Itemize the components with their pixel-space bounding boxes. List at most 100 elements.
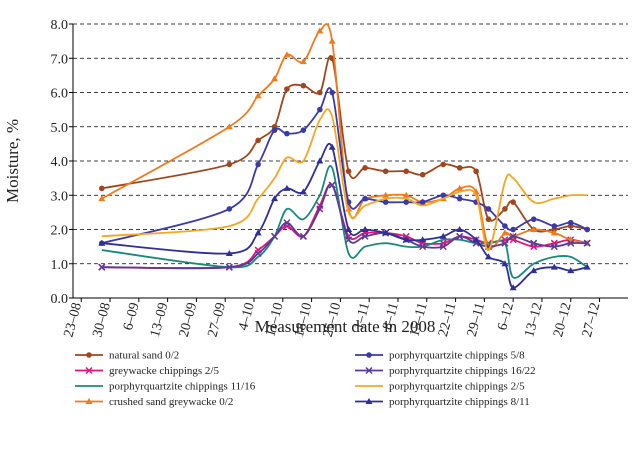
marker — [225, 249, 233, 256]
x-tick-label: 27–09 — [206, 301, 230, 339]
marker — [98, 185, 105, 192]
marker — [254, 229, 262, 236]
marker — [456, 195, 463, 202]
x-tick-label: 6–09 — [121, 301, 143, 332]
legend-label: porphyrquartzite chippings 11/16 — [109, 381, 256, 393]
marker — [403, 199, 410, 205]
marker — [456, 165, 463, 171]
marker — [550, 229, 558, 236]
marker — [328, 37, 336, 44]
y-tick-label: 5.0 — [51, 121, 69, 136]
marker — [567, 267, 575, 274]
marker — [403, 168, 410, 175]
y-tick-label: 7.0 — [51, 52, 69, 67]
marker — [382, 168, 389, 175]
marker — [501, 239, 509, 247]
marker — [226, 206, 233, 212]
marker — [584, 226, 591, 233]
marker — [226, 161, 233, 168]
legend-item: natural sand 0/2 — [75, 350, 179, 362]
marker — [271, 75, 279, 82]
marker — [361, 226, 369, 232]
legend-marker — [365, 398, 373, 404]
series-line — [101, 142, 588, 289]
marker — [419, 236, 427, 243]
legend-label: crushed sand greywacke 0/2 — [109, 396, 233, 408]
marker — [440, 161, 447, 168]
marker — [485, 216, 492, 223]
marker — [510, 199, 516, 205]
marker — [316, 157, 324, 164]
x-tick-label: 1–11 — [351, 301, 373, 331]
marker — [300, 127, 307, 133]
legend-marker — [85, 366, 93, 375]
marker — [283, 184, 291, 191]
marker — [317, 106, 323, 113]
marker — [439, 232, 447, 239]
marker — [502, 206, 508, 212]
marker — [402, 236, 410, 243]
legend-marker — [85, 398, 93, 404]
x-tick-label: 20–12 — [551, 301, 575, 339]
marker — [501, 229, 509, 236]
x-tick-label: 13–09 — [148, 301, 172, 339]
marker — [254, 92, 262, 99]
marker — [345, 168, 352, 175]
marker — [439, 243, 447, 251]
marker — [271, 195, 279, 202]
marker — [419, 199, 426, 205]
marker — [361, 232, 369, 240]
marker — [362, 195, 368, 202]
x-tick-label: 13–12 — [522, 301, 546, 339]
series — [101, 165, 588, 279]
x-tick-label: 30–08 — [90, 301, 114, 339]
legend-item: crushed sand greywacke 0/2 — [75, 396, 233, 408]
marker — [530, 239, 538, 247]
legend-marker — [86, 352, 92, 358]
marker — [456, 226, 464, 232]
marker — [271, 232, 279, 240]
marker — [283, 219, 291, 227]
marker — [254, 249, 262, 258]
marker — [567, 219, 574, 226]
marker — [98, 239, 106, 246]
marker — [98, 263, 106, 271]
legend-label: natural sand 0/2 — [109, 350, 179, 362]
marker — [345, 205, 353, 212]
y-tick-label: 3.0 — [51, 189, 69, 204]
legend-item: porphyrquartzite chippings 11/16 — [75, 381, 256, 393]
x-tick-label: 20–09 — [177, 301, 201, 339]
marker — [299, 188, 307, 195]
marker — [509, 232, 517, 240]
y-tick-label: 8.0 — [51, 18, 69, 33]
marker — [502, 223, 508, 229]
x-tick-label: 8–11 — [380, 301, 402, 331]
y-tick-label: 4.0 — [51, 155, 69, 170]
legend-item: porphyrquartzite chippings 16/22 — [355, 365, 536, 377]
marker — [583, 239, 591, 247]
marker — [225, 263, 233, 271]
y-tick-label: 6.0 — [51, 87, 69, 102]
marker — [316, 27, 324, 34]
marker — [530, 267, 538, 274]
y-tick-label: 2.0 — [51, 224, 69, 239]
series-line — [101, 108, 588, 251]
y-axis-label: Moisture, % — [3, 119, 22, 203]
marker — [382, 199, 389, 205]
marker — [473, 168, 479, 175]
marker — [328, 181, 336, 189]
marker — [329, 89, 335, 96]
marker — [550, 263, 558, 270]
marker — [328, 143, 336, 150]
series-line — [101, 87, 588, 245]
marker — [485, 206, 492, 212]
x-tick-label: 22–11 — [436, 301, 459, 338]
legend-label: porphyrquartzite chippings 5/8 — [389, 350, 525, 362]
marker — [300, 82, 307, 89]
legend-marker — [365, 366, 373, 375]
x-tick-label: 6–12 — [495, 301, 517, 332]
legend-item: porphyrquartzite chippings 5/8 — [355, 350, 525, 362]
marker — [345, 236, 353, 244]
marker — [440, 192, 447, 199]
